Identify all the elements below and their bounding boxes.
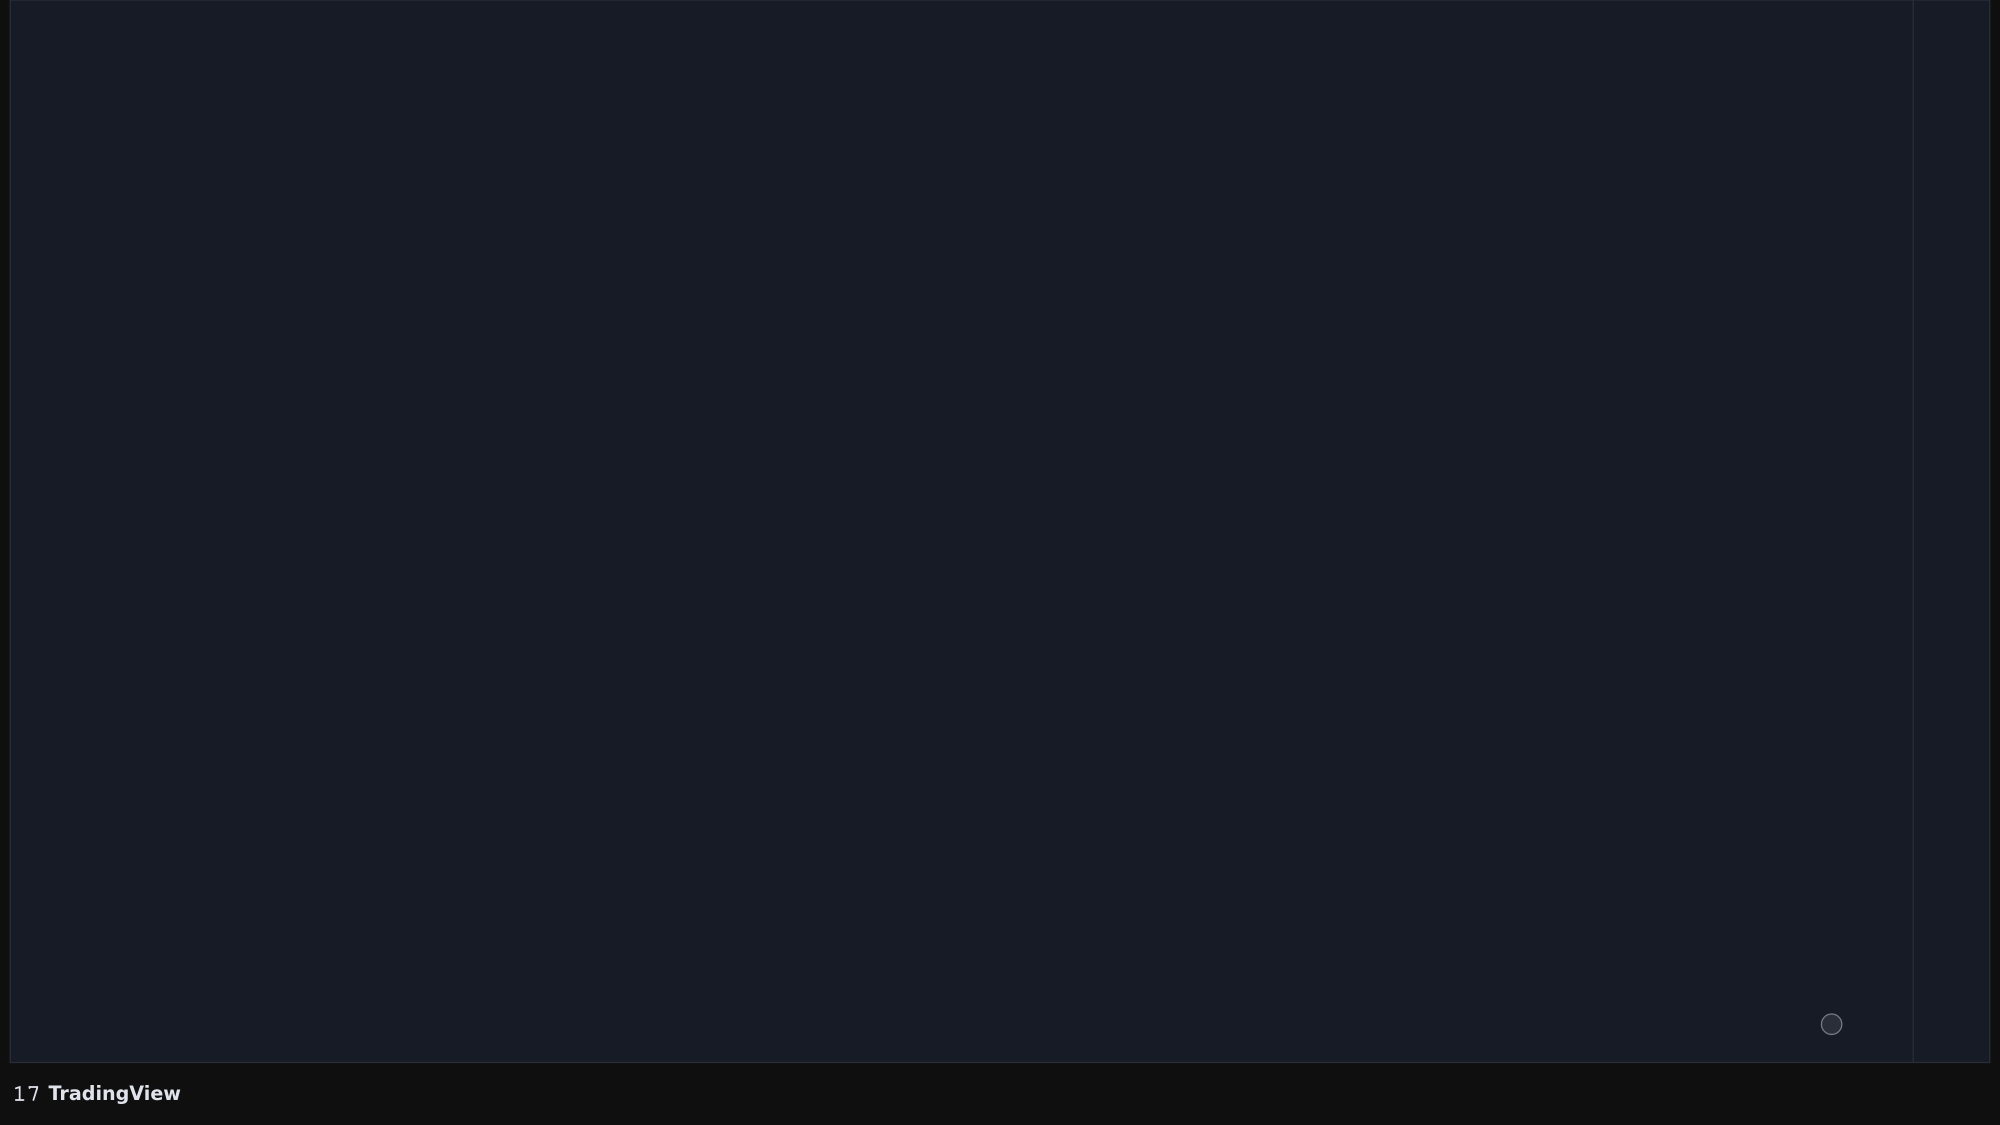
brand: 𝟷𝟽 TradingView (13, 1081, 181, 1106)
alert-icon[interactable] (1820, 1013, 1843, 1036)
chart-pane (9, 0, 1991, 1064)
brand-name: TradingView (48, 1082, 181, 1105)
brand-logo: 𝟷𝟽 (13, 1081, 41, 1106)
